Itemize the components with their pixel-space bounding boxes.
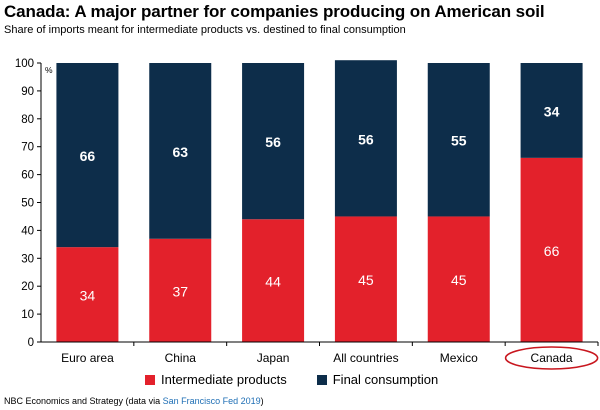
x-tick-label: Japan xyxy=(257,351,290,365)
data-label-intermediate: 34 xyxy=(80,288,96,304)
y-tick-label: 30 xyxy=(21,253,34,265)
source-note: NBC Economics and Strategy (data via San… xyxy=(4,396,264,406)
bar-final xyxy=(520,63,583,158)
data-label-intermediate: 66 xyxy=(544,243,560,259)
chart-subtitle: Share of imports meant for intermediate … xyxy=(4,24,406,36)
source-text: NBC Economics and Strategy (data via xyxy=(4,396,163,406)
legend-swatch-intermediate xyxy=(145,374,155,385)
y-tick-label: 40 xyxy=(21,225,34,237)
bar-final xyxy=(427,63,490,217)
legend-swatch-final xyxy=(316,374,327,385)
y-axis-unit: % xyxy=(45,65,53,75)
bar-intermediate xyxy=(520,157,583,342)
data-label-intermediate: 45 xyxy=(358,272,374,288)
y-tick-label: 50 xyxy=(21,198,34,210)
bar-intermediate xyxy=(242,219,305,342)
data-label-intermediate: 45 xyxy=(451,272,467,288)
data-label-final: 66 xyxy=(80,148,96,164)
data-label-final: 56 xyxy=(358,131,374,147)
x-tick-label: Mexico xyxy=(440,351,478,365)
legend-item-final: Final consumption xyxy=(316,372,439,387)
data-label-final: 56 xyxy=(265,134,281,150)
legend-item-intermediate: Intermediate products xyxy=(145,372,287,387)
y-tick-label: 100 xyxy=(15,58,34,70)
x-tick-label: All countries xyxy=(333,351,398,365)
x-tick-label: Euro area xyxy=(61,351,114,365)
y-tick-label: 70 xyxy=(21,142,34,154)
y-tick-label: 80 xyxy=(21,114,34,126)
data-label-final: 63 xyxy=(172,144,188,160)
bar-final xyxy=(56,63,119,248)
bar-intermediate xyxy=(427,216,490,342)
bar-intermediate xyxy=(334,216,397,342)
data-label-intermediate: 37 xyxy=(172,283,188,299)
chart-title: Canada: A major partner for companies pr… xyxy=(4,2,545,21)
bar-intermediate xyxy=(56,247,119,342)
y-tick-label: 60 xyxy=(21,170,34,182)
x-tick-label: Canada xyxy=(531,351,573,365)
source-close: ) xyxy=(260,396,264,406)
source-link[interactable]: San Francisco Fed 2019 xyxy=(162,396,261,406)
y-tick-label: 0 xyxy=(28,337,34,349)
data-label-final: 55 xyxy=(451,133,467,149)
bar-final xyxy=(334,60,397,217)
bar-final xyxy=(149,63,212,239)
y-tick-label: 90 xyxy=(21,86,34,98)
bar-intermediate xyxy=(149,238,212,342)
data-label-final: 34 xyxy=(544,103,560,119)
legend-label-final: Final consumption xyxy=(332,372,439,387)
y-tick-label: 10 xyxy=(21,309,34,321)
legend: Intermediate products Final consumption xyxy=(145,372,438,387)
y-tick-label: 20 xyxy=(21,281,34,293)
x-tick-label: China xyxy=(165,351,197,365)
legend-label-intermediate: Intermediate products xyxy=(161,372,287,387)
highlight-circle xyxy=(504,346,599,370)
data-label-intermediate: 44 xyxy=(265,274,281,290)
bar-final xyxy=(242,63,305,220)
